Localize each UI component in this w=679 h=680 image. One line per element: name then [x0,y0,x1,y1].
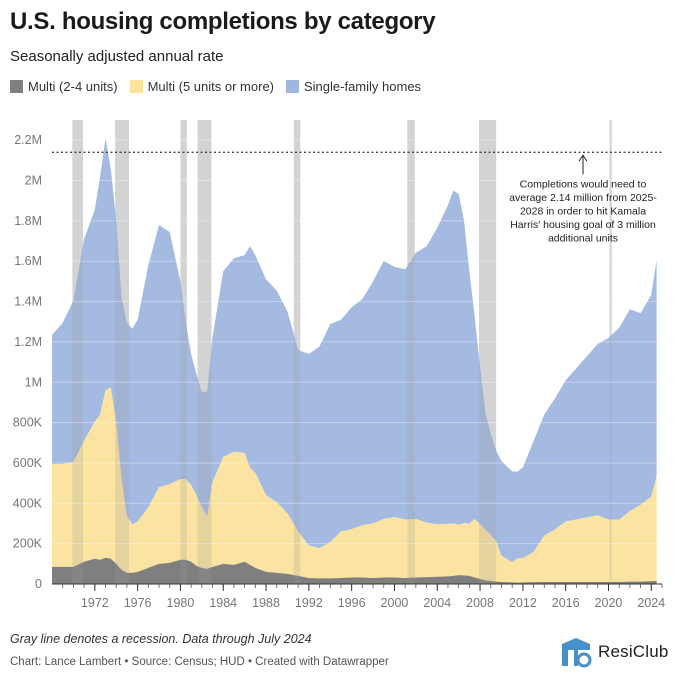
x-tick-label-1976: 1976 [124,596,152,610]
resiclub-logo-text: ResiClub [598,642,669,661]
x-tick-label-1984: 1984 [209,596,237,610]
x-tick-label-2004: 2004 [423,596,451,610]
x-tick-label-1996: 1996 [338,596,366,610]
y-tick-label-6: 1.2M [14,335,42,349]
annotation-arrow-head [578,154,588,162]
legend-item-single-family: Single-family homes [286,79,421,94]
multi-5-plus-area [52,387,657,583]
y-tick-label-4: 800K [13,416,43,430]
single-family-area [52,138,657,563]
x-tick-label-2000: 2000 [381,596,409,610]
legend-item-multi-5-plus: Multi (5 units or more) [129,79,274,94]
y-tick-label-7: 1.4M [14,295,42,309]
x-tick-label-2008: 2008 [466,596,494,610]
page-title: U.S. housing completions by category [10,8,436,35]
y-tick-label-5: 1M [25,375,42,389]
chart-credit: Chart: Lance Lambert • Source: Census; H… [10,656,389,668]
y-tick-label-10: 2M [25,174,42,188]
recession-overlay-6 [479,120,497,584]
y-tick-label-9: 1.8M [14,214,42,228]
legend-swatch-multi-5-plus [129,80,143,93]
x-tick-label-1992: 1992 [295,596,323,610]
y-tick-label-3: 600K [13,456,43,470]
resiclub-logo: ResiClub [560,636,669,668]
y-tick-label-1: 200K [13,537,43,551]
recession-overlay-7 [609,120,612,584]
page-subtitle: Seasonally adjusted annual rate [10,48,224,65]
recession-overlay-3 [197,120,212,584]
legend-label-single-family: Single-family homes [304,79,422,94]
x-tick-label-2012: 2012 [509,596,537,610]
x-tick-label-2024: 2024 [637,596,665,610]
multi-2-4-area [52,557,657,584]
legend-swatch-single-family [286,80,299,93]
y-tick-label-2: 400K [13,496,43,510]
legend-swatch-multi-2-4 [10,80,23,93]
x-tick-label-1980: 1980 [167,596,195,610]
legend-item-multi-2-4: Multi (2-4 units) [10,79,118,94]
resiclub-logo-icon [562,638,592,668]
y-tick-label-0: 0 [35,577,42,591]
chart-legend: Multi (2-4 units) Multi (5 units or more… [10,79,421,94]
legend-label-multi-2-4: Multi (2-4 units) [28,79,118,94]
goal-annotation-text: Completions would need to average 2.14 mi… [509,178,657,244]
x-tick-label-2020: 2020 [595,596,623,610]
recession-overlay-2 [180,120,187,584]
legend-label-multi-5-plus: Multi (5 units or more) [147,79,274,94]
recession-overlay-1 [115,120,130,584]
x-tick-label-2016: 2016 [552,596,580,610]
recession-overlay-0 [72,120,84,584]
y-tick-label-8: 1.6M [14,254,42,268]
recession-note: Gray line denotes a recession. Data thro… [10,632,312,646]
recession-overlay-4 [293,120,301,584]
x-tick-label-1972: 1972 [81,596,109,610]
housing-completions-chart: 0 200K 400K 600K 800K 1M 1.2M 1.4M 1.6M 1.8M 2M 2.2… [13,120,665,610]
recession-overlay-5 [407,120,415,584]
x-tick-label-1988: 1988 [252,596,280,610]
y-tick-label-11: 2.2M [14,133,42,147]
